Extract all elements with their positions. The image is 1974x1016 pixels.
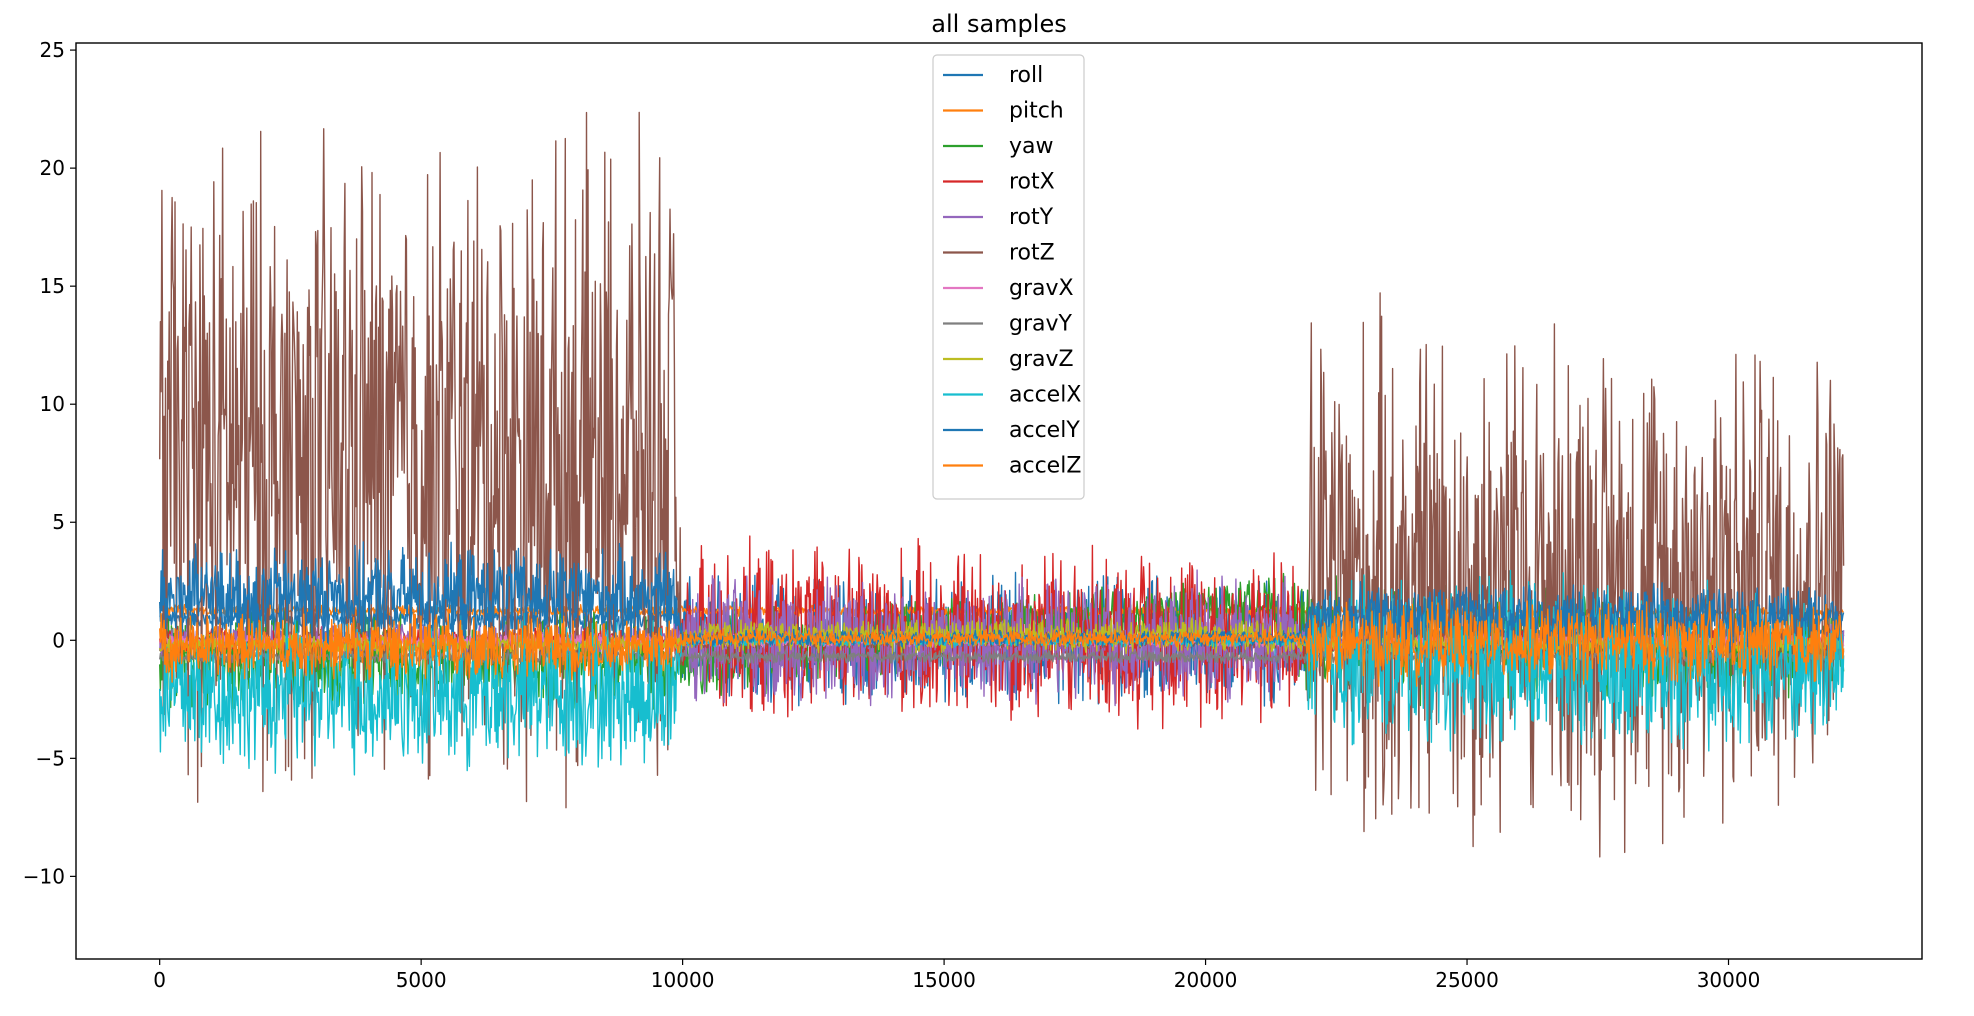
- legend-label: accelX: [1009, 383, 1081, 408]
- chart-title: all samples: [931, 10, 1066, 38]
- legend-label: gravY: [1009, 312, 1073, 337]
- y-tick-label: 10: [40, 392, 65, 416]
- y-tick-label: −5: [36, 746, 65, 770]
- y-tick-label: −10: [23, 864, 65, 888]
- x-tick-label: 0: [153, 968, 166, 992]
- y-tick-label: 25: [40, 38, 65, 62]
- legend-label: rotX: [1009, 170, 1055, 195]
- axes-frame: [75, 42, 1923, 960]
- y-tick-label: 15: [40, 274, 65, 298]
- y-tick-label: 20: [40, 156, 65, 180]
- legend-label: accelY: [1009, 418, 1080, 443]
- x-tick-label: 25000: [1435, 968, 1499, 992]
- series-layer: [159, 111, 1845, 858]
- legend-label: gravZ: [1009, 347, 1074, 372]
- legend-label: pitch: [1009, 99, 1064, 124]
- legend-label: gravX: [1009, 276, 1074, 301]
- series-line-accelZ: [159, 598, 1845, 687]
- legend-label: roll: [1009, 63, 1043, 88]
- legend-label: yaw: [1009, 134, 1054, 159]
- x-tick-label: 15000: [912, 968, 976, 992]
- legend-label: rotY: [1009, 205, 1054, 230]
- legend-box: [932, 54, 1085, 500]
- x-tick-label: 5000: [396, 968, 447, 992]
- y-tick-label: 0: [52, 628, 65, 652]
- legend-label: accelZ: [1009, 454, 1081, 479]
- x-tick-label: 30000: [1697, 968, 1761, 992]
- y-tick-label: 5: [52, 510, 65, 534]
- legend: roll pitch yaw rotX rotY rotZ gravX gravY gravZ a…: [932, 54, 1085, 500]
- x-tick-label: 20000: [1174, 968, 1238, 992]
- legend-label: rotZ: [1009, 241, 1055, 266]
- series-line-accelY: [159, 541, 1845, 653]
- ticks-layer: 0 5000 10000 15000 20000 25000 30000 −10 −5 0 5 10 1…: [23, 38, 1761, 992]
- x-tick-label: 10000: [651, 968, 715, 992]
